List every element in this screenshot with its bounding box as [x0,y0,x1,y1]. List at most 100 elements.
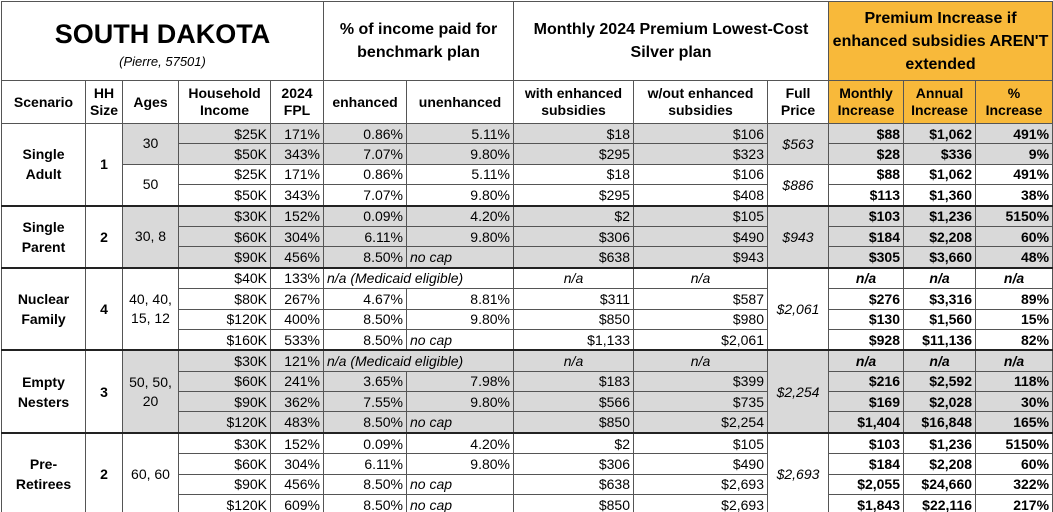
cell: $980 [633,308,768,330]
column-header: Full Price [766,80,830,124]
cell: $638 [513,473,634,496]
group-header: Monthly 2024 Premium Lowest-Cost Silver … [512,1,830,81]
cell: 7.98% [406,370,514,393]
ages: 30 [122,123,179,165]
cell: $1,360 [903,184,977,207]
cell: $928 [828,328,905,352]
column-header: Ages [122,80,179,124]
cell: $105 [633,205,768,227]
cell: $943 [633,246,768,269]
full-price: $2,061 [766,267,830,352]
cell: $2,061 [633,328,768,352]
cell: $28 [828,143,905,165]
cell: $90K [178,391,271,413]
cell: $160K [178,328,271,352]
cell: $2,055 [828,473,905,496]
cell: $120K [178,411,271,434]
hh-size: 2 [85,205,123,269]
column-header: HH Size [85,80,123,124]
cell: $850 [513,308,634,330]
cell: 322% [975,473,1053,496]
column-header: Scenario [1,80,86,124]
data-row: $120K 609% 8.50% no cap $850 $2,693 $1,843 $22,… [2,494,1053,512]
data-row: 50 $25K 171% 0.86% 5.11% $18 $106 $886 $88 $1,062… [2,163,1053,207]
cell: n/a [903,349,977,372]
hh-size: 4 [85,267,123,352]
cell: 89% [975,288,1053,310]
scenario: Nuclear Family [1,267,86,352]
column-header: % Increase [975,80,1053,124]
cell: $3,316 [903,288,977,310]
column-header: Household Income [178,80,271,124]
cell: $306 [513,225,634,248]
cell: $24,660 [903,473,977,496]
cell: 8.50% [323,473,407,496]
ages: 40, 40, 15, 12 [122,267,179,352]
cell: 491% [975,163,1053,186]
cell: 343% [270,143,324,165]
full-price: $2,254 [766,349,830,434]
cell: $1,404 [828,411,905,434]
cell: 241% [270,370,324,393]
full-price: $943 [766,205,830,269]
data-row: $120K 400% 8.50% 9.80% $850 $980 $130 $1,560 15% [2,308,1053,330]
cell: 152% [270,432,324,455]
cell: $103 [828,432,905,455]
cell: $106 [633,163,768,186]
cell: $103 [828,205,905,227]
cell: $587 [633,288,768,310]
cell: $18 [513,122,634,145]
data-row: $90K 456% 8.50% no cap $638 $2,693 $2,055 $24,6… [2,473,1053,496]
cell: $50K [178,184,271,207]
cell: $60K [178,453,271,475]
cell: 491% [975,122,1053,145]
cell: $113 [828,184,905,207]
cell: $408 [633,184,768,207]
title: SOUTH DAKOTA [54,18,271,49]
cell: 60% [975,225,1053,248]
cell: $1,236 [903,205,977,227]
cell: $216 [828,370,905,393]
cell: $50K [178,143,271,165]
cell: n/a [975,267,1053,290]
data-row: $60K 241% 3.65% 7.98% $183 $399 $216 $2,592 118% [2,370,1053,393]
cell: 0.86% [323,163,407,186]
ages: 30, 8 [122,205,179,269]
cell: $130 [828,308,905,330]
cell: $2,693 [633,494,768,512]
data-row: Single Parent 2 30, 8 $30K 152% 0.09% 4.20% $2 $… [1,205,1053,269]
cell: $295 [513,184,634,207]
cell: no cap [406,246,514,269]
cell: 82% [975,328,1053,352]
cell: 0.09% [323,205,407,227]
cell: $106 [633,122,768,145]
cell: $1,843 [828,494,905,512]
cell: n/a [828,349,905,372]
cell: 362% [270,391,324,413]
cell: 121% [270,349,324,372]
cell: $30K [178,432,271,455]
table-body: Single Adult 1 30 $25K 171% 0.86% 5.11% $18 $106… [1,122,1053,512]
cell: 609% [270,494,324,512]
cell: $169 [828,391,905,413]
cell: $295 [513,143,634,165]
cell: 15% [975,308,1053,330]
hh-size: 2 [85,432,123,512]
cell: $399 [633,370,768,393]
cell: 5150% [975,205,1053,227]
cell: $638 [513,246,634,269]
title-cell: SOUTH DAKOTA (Pierre, 57501) [1,1,324,81]
cell: $311 [513,288,634,310]
cell: 118% [975,370,1053,393]
column-header: with enhanced subsidies [513,80,634,124]
hh-size: 3 [85,349,123,434]
cell: 133% [270,267,324,290]
column-header: unenhanced [406,80,514,124]
cell: no cap [406,473,514,496]
data-row: $90K 362% 7.55% 9.80% $566 $735 $169 $2,028 30% [2,391,1053,413]
cell: n/a (Medicaid eligible) [323,267,514,290]
cell: 9% [975,143,1053,165]
cell: no cap [406,411,514,434]
cell: 7.55% [323,391,407,413]
